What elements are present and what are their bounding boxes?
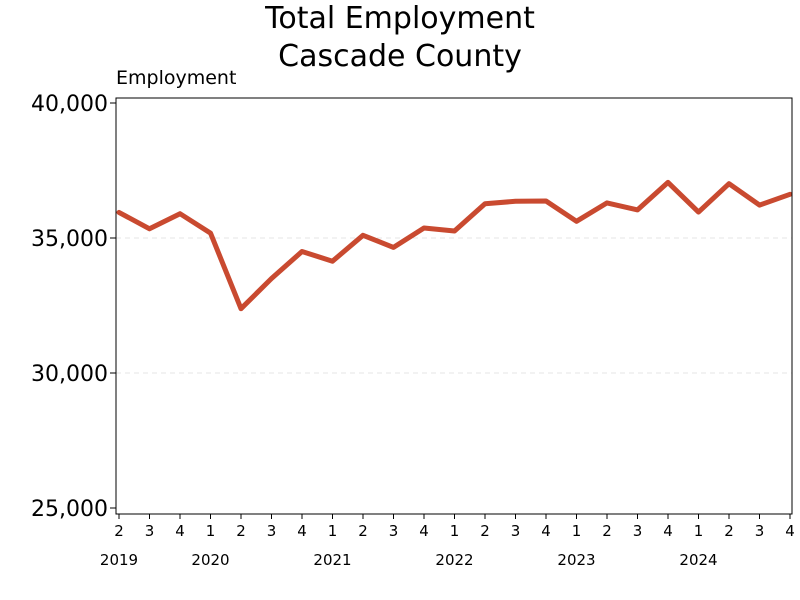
data-point <box>240 308 242 310</box>
x-tick-label: 1 <box>206 522 216 540</box>
x-tick-label: 4 <box>663 522 673 540</box>
series-line <box>116 179 793 312</box>
data-point <box>637 209 638 211</box>
x-tick-label: 4 <box>297 522 307 540</box>
data-point <box>789 193 791 195</box>
data-point <box>179 213 181 215</box>
x-tick-label: 4 <box>175 522 185 540</box>
x-year-label: 2022 <box>435 551 473 569</box>
x-tick-label: 1 <box>694 522 704 540</box>
data-point <box>545 200 547 202</box>
data-point <box>728 183 730 185</box>
data-point <box>301 251 303 252</box>
data-point <box>515 200 516 202</box>
x-tick-label: 3 <box>267 522 277 540</box>
x-tick-label: 1 <box>450 522 460 540</box>
chart-title-line-1: Total Employment <box>265 1 535 36</box>
data-point <box>484 203 486 205</box>
data-point <box>759 204 760 206</box>
y-tick-label: 30,000 <box>31 362 108 387</box>
x-year-label: 2020 <box>191 551 229 569</box>
x-tick-label: 2 <box>724 522 734 540</box>
y-tick-label: 25,000 <box>31 497 108 522</box>
x-tick-label: 2 <box>114 522 124 540</box>
data-point <box>576 220 577 222</box>
data-point <box>362 234 364 236</box>
y-axis-label: Employment <box>116 67 237 89</box>
y-axis-ticks: 25,000 30,000 35,000 40,000 <box>31 92 116 522</box>
y-tick-label: 35,000 <box>31 227 108 252</box>
data-point <box>271 278 272 279</box>
x-tick-label: 3 <box>633 522 643 540</box>
y-tick-label: 40,000 <box>31 92 108 117</box>
x-tick-label: 2 <box>358 522 368 540</box>
x-tick-label: 4 <box>785 522 795 540</box>
x-tick-label: 2 <box>480 522 490 540</box>
series-layer <box>116 179 793 312</box>
x-year-label: 2019 <box>100 551 138 569</box>
x-tick-label: 2 <box>602 522 612 540</box>
data-point <box>698 211 699 213</box>
x-year-label: 2021 <box>313 551 351 569</box>
data-point <box>423 227 425 229</box>
x-tick-label: 3 <box>755 522 765 540</box>
gridlines <box>116 237 792 374</box>
data-point <box>393 246 394 248</box>
x-year-label: 2024 <box>679 551 717 569</box>
data-point <box>606 202 608 204</box>
data-point <box>332 260 333 262</box>
x-axis-ticks: 2 3 4 1 2 3 4 1 2 3 4 1 2 3 4 1 2 3 4 1 2 3 4 2019 2020 2021 2022 2… <box>100 514 795 569</box>
x-tick-label: 2 <box>236 522 246 540</box>
x-tick-label: 4 <box>419 522 429 540</box>
chart-title-line-2: Cascade County <box>278 39 522 74</box>
x-tick-label: 3 <box>511 522 521 540</box>
x-tick-label: 3 <box>389 522 399 540</box>
x-tick-label: 1 <box>328 522 338 540</box>
data-point <box>210 232 211 234</box>
x-tick-label: 3 <box>145 522 155 540</box>
data-point <box>149 228 150 230</box>
data-point <box>667 181 669 183</box>
x-tick-label: 1 <box>572 522 582 540</box>
x-year-label: 2023 <box>557 551 595 569</box>
data-point <box>454 230 455 232</box>
x-tick-label: 4 <box>541 522 551 540</box>
data-point <box>118 211 120 213</box>
plot-frame <box>115 97 793 515</box>
